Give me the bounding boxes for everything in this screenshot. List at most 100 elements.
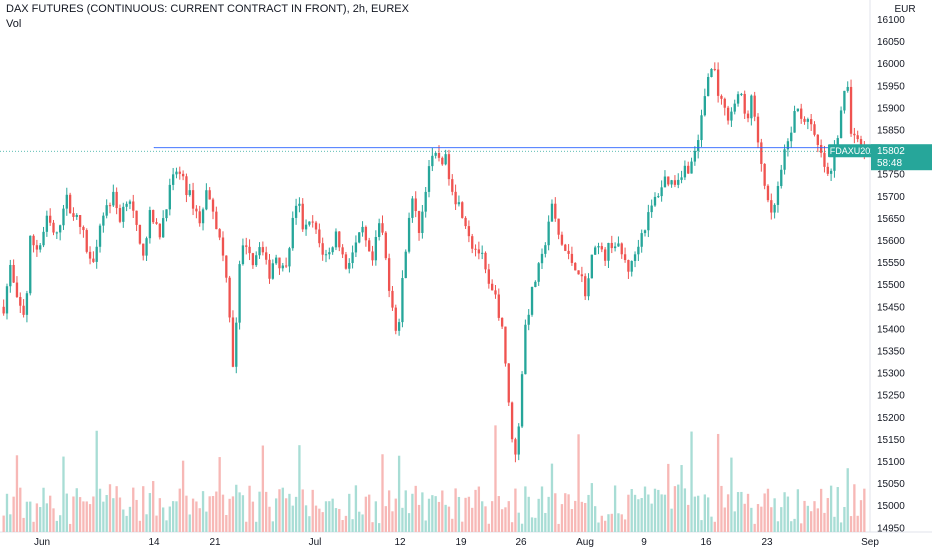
x-tick-label: 19 <box>455 537 467 548</box>
candle-body <box>344 254 348 269</box>
candle-body <box>175 171 178 175</box>
candle-body <box>833 147 836 171</box>
candle-body <box>181 173 185 177</box>
volume-bar <box>703 494 706 532</box>
candle-body <box>278 257 281 269</box>
volume-bar <box>178 488 181 532</box>
volume-bar <box>524 486 527 532</box>
y-tick-label: 15650 <box>877 214 905 225</box>
volume-bar <box>833 516 836 532</box>
candle-body <box>268 259 271 279</box>
volume-bar <box>351 519 354 532</box>
volume-bar <box>474 489 477 532</box>
candle-body <box>500 317 504 327</box>
candle-body <box>321 243 324 255</box>
candle-body <box>617 243 620 247</box>
candle-body <box>92 258 95 262</box>
volume-bar <box>112 498 115 532</box>
volume-bar <box>231 496 235 532</box>
volume-bar <box>294 496 298 532</box>
volume-bar <box>354 485 358 532</box>
volume-bar <box>584 502 587 532</box>
candle-body <box>82 226 85 231</box>
volume-bar <box>683 488 687 532</box>
volume-bar <box>447 506 451 532</box>
volume-bar <box>444 504 447 532</box>
candle-body <box>251 253 255 266</box>
volume-bar <box>171 501 175 532</box>
volume-bar <box>574 500 577 532</box>
volume-bar <box>667 463 670 532</box>
volume-bar <box>414 485 417 532</box>
volume-bar <box>567 494 570 532</box>
volume-bar <box>361 514 364 532</box>
candle-body <box>610 242 613 249</box>
candle-body <box>434 152 437 156</box>
candle-body <box>780 169 783 187</box>
candle-body <box>178 171 181 174</box>
volume-bar <box>404 490 407 532</box>
volume-bar <box>32 521 35 532</box>
candle-body <box>823 152 826 167</box>
candle-body <box>484 252 487 270</box>
volume-bar <box>258 491 261 532</box>
candle-body <box>836 138 839 148</box>
candle-body <box>826 166 829 174</box>
volume-bar <box>62 456 65 532</box>
time-axis[interactable]: Jun 14 21 Jul 12 19 26 Aug 9 16 23 Sep <box>34 537 879 548</box>
volume-bar <box>514 488 517 532</box>
candle-body <box>514 439 517 455</box>
candle-body <box>331 247 334 253</box>
candle-body <box>454 191 457 205</box>
candle-body <box>760 142 763 164</box>
volume-bar <box>494 425 497 532</box>
candle-body <box>524 324 527 375</box>
candle-body <box>25 293 29 315</box>
volume-bar <box>88 504 92 532</box>
candle-body <box>853 133 856 136</box>
candle-body <box>75 215 78 217</box>
candle-body <box>122 206 125 222</box>
volume-bar <box>102 501 105 532</box>
volume-bar <box>517 512 520 532</box>
candle-body <box>411 198 414 218</box>
volume-bar <box>481 501 484 532</box>
candle-body <box>720 95 723 99</box>
candle-body <box>786 141 790 150</box>
volume-bar <box>384 506 387 532</box>
candle-body <box>218 229 221 238</box>
volume-bar <box>58 515 62 532</box>
candle-body <box>162 218 165 238</box>
candle-body <box>693 150 697 162</box>
volume-bar <box>271 521 274 532</box>
candle-body <box>813 124 816 135</box>
candle-body <box>397 322 401 331</box>
volume-bar <box>75 488 78 532</box>
volume-bar <box>15 455 19 532</box>
volume-bar <box>118 497 122 532</box>
price-axis[interactable]: EUR1610016050160001595015900158501580015… <box>877 4 916 534</box>
volume-bar <box>45 503 49 532</box>
symbol-tag-bg <box>828 144 882 158</box>
candle-body <box>816 134 819 145</box>
volume-bar <box>255 521 258 532</box>
candle-body <box>102 215 105 226</box>
y-tick-label: 15700 <box>877 192 905 203</box>
volume-bar <box>836 487 839 532</box>
y-tick-label: 15750 <box>877 170 905 181</box>
candle-body <box>507 363 510 403</box>
volume-bar <box>557 523 560 532</box>
candle-body <box>351 252 354 264</box>
candle-body <box>155 222 158 224</box>
y-tick-label: 15250 <box>877 391 905 402</box>
volume-bar <box>594 506 597 532</box>
volume-bar <box>497 496 500 532</box>
volume-bar <box>162 507 165 532</box>
volume-bar <box>673 486 677 532</box>
candle-body <box>810 119 813 125</box>
candle-body <box>358 232 361 243</box>
volume-bar <box>627 494 630 532</box>
candle-body <box>407 217 411 252</box>
volume-bar <box>540 486 544 532</box>
